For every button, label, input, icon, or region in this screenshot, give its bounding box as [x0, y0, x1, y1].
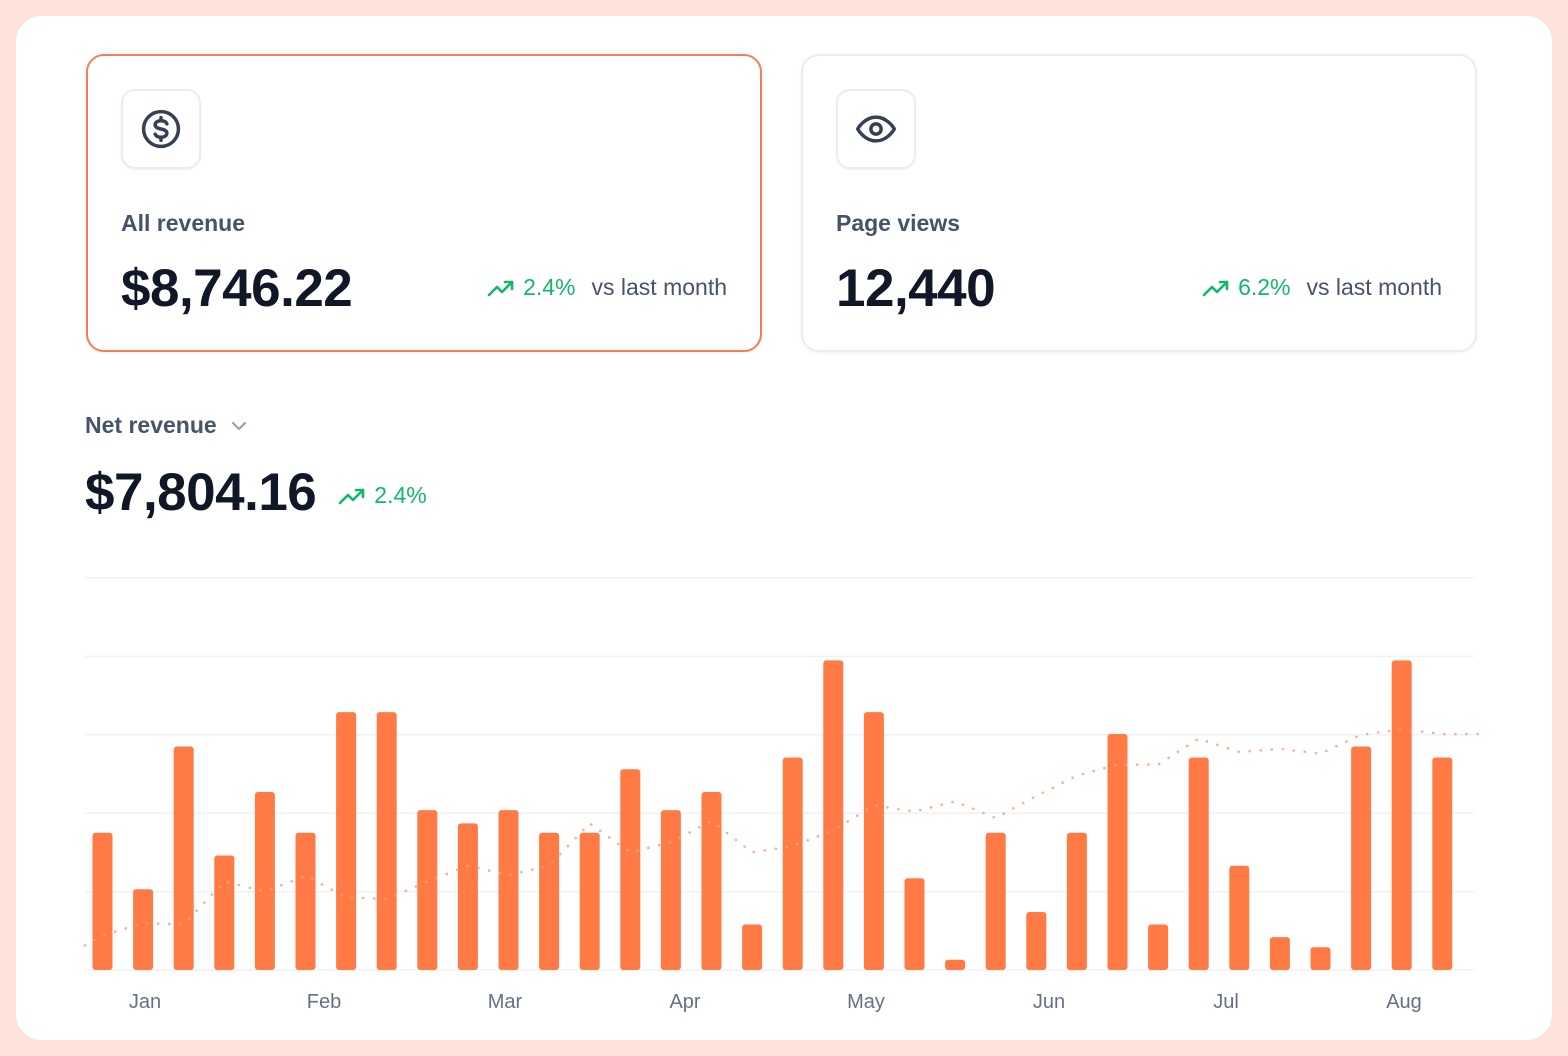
eye-icon [836, 89, 916, 169]
trend-up-icon [338, 488, 365, 504]
trend-indicator: 2.4% vs last month [487, 274, 727, 301]
bar [133, 889, 154, 970]
metric-summary: $7,804.16 2.4% [85, 462, 427, 523]
bar [214, 855, 235, 970]
bar [254, 792, 275, 970]
bar [985, 832, 1006, 970]
bar [1188, 757, 1209, 970]
bar [539, 832, 560, 970]
bar [1107, 734, 1128, 970]
trend-indicator: 2.4% [338, 482, 427, 509]
bar [701, 792, 722, 970]
bar [945, 959, 966, 970]
bar [498, 810, 519, 970]
bar [295, 832, 316, 970]
card-all-revenue[interactable]: All revenue $8,746.22 2.4% vs last month [86, 54, 762, 352]
card-label: All revenue [121, 210, 245, 236]
x-tick-label: Feb [307, 991, 341, 1013]
trend-percentage: 2.4% [523, 274, 576, 300]
x-tick-label: Jan [129, 991, 161, 1013]
trend-percentage: 6.2% [1238, 274, 1291, 300]
bar [1432, 757, 1453, 970]
card-page-views[interactable]: Page views 12,440 6.2% vs last month [801, 54, 1477, 352]
bar [1148, 924, 1169, 970]
bar [1229, 865, 1250, 970]
dollar-circle-icon [121, 89, 201, 169]
bar [376, 712, 397, 970]
card-value: 12,440 [836, 259, 996, 318]
bar [92, 832, 113, 970]
trend-comparison: vs last month [591, 274, 728, 300]
x-tick-label: Apr [669, 991, 700, 1013]
bar [1066, 832, 1087, 970]
bar [457, 823, 478, 970]
trend-up-icon [1202, 280, 1229, 296]
trend-up-icon [487, 280, 514, 296]
bar [1351, 746, 1372, 970]
x-tick-label: Jun [1033, 991, 1065, 1013]
card-label: Page views [836, 210, 961, 236]
bar [579, 832, 600, 970]
x-tick-label: Mar [488, 991, 523, 1013]
bar [823, 660, 844, 970]
bar [336, 712, 357, 970]
bar [620, 769, 641, 970]
bar [417, 810, 438, 970]
bar [1026, 911, 1047, 970]
chevron-down-icon [231, 421, 246, 430]
trend-percentage: 2.4% [374, 482, 427, 508]
bar [782, 757, 803, 970]
card-value: $8,746.22 [121, 259, 353, 318]
bar [173, 746, 194, 970]
trend-comparison: vs last month [1306, 274, 1443, 300]
bar [904, 878, 925, 970]
trend-indicator: 6.2% vs last month [1202, 274, 1442, 301]
bar [660, 810, 681, 970]
bar [1269, 937, 1290, 970]
net-revenue-chart: Jan Feb Mar Apr May Jun Jul Aug [83, 577, 1486, 1013]
dashboard-frame: All revenue $8,746.22 2.4% vs last month… [16, 16, 1552, 1040]
x-tick-label: May [847, 991, 885, 1013]
bar [742, 924, 763, 970]
bar [863, 712, 884, 970]
x-tick-label: Aug [1386, 991, 1422, 1013]
bar [1391, 660, 1412, 970]
x-tick-label: Jul [1213, 991, 1239, 1013]
metric-value: $7,804.16 [85, 463, 317, 522]
metric-selector-dropdown[interactable]: Net revenue [85, 412, 249, 439]
bar [1310, 947, 1331, 970]
metric-label: Net revenue [85, 412, 217, 438]
